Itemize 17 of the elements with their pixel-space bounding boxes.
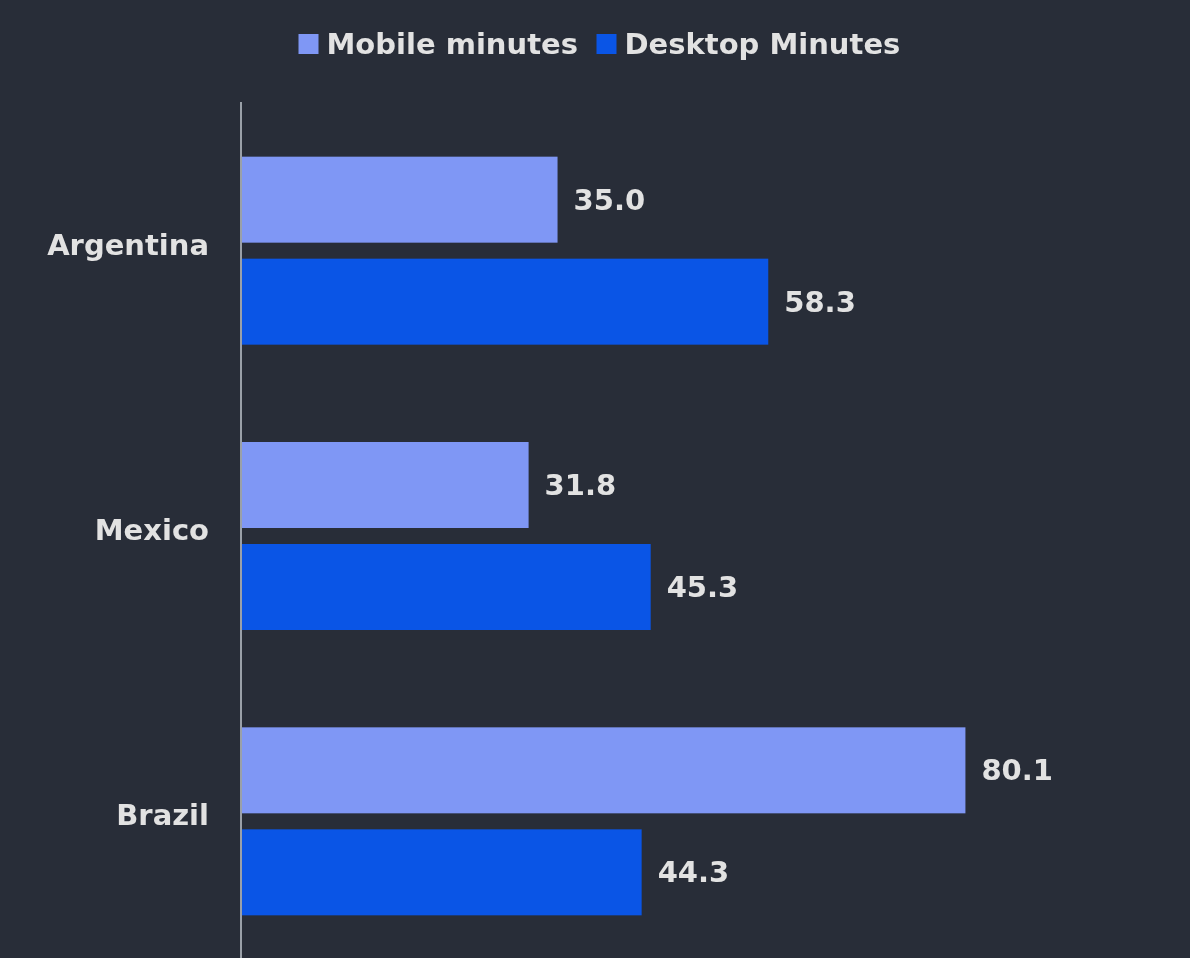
legend-label: Mobile minutes <box>326 27 578 62</box>
bar <box>241 544 651 630</box>
data-label: 80.1 <box>981 753 1053 788</box>
data-label: 44.3 <box>657 855 730 890</box>
bar <box>241 727 966 814</box>
data-label: 31.8 <box>544 468 617 503</box>
legend-label: Desktop Minutes <box>624 27 901 62</box>
y-tick-label: Brazil <box>116 798 209 833</box>
y-tick-label: Mexico <box>94 513 209 548</box>
bar <box>241 258 769 345</box>
bar <box>241 829 642 916</box>
data-label: 35.0 <box>573 182 646 217</box>
data-label: 45.3 <box>666 570 739 605</box>
bar <box>241 156 558 243</box>
data-label: 58.3 <box>784 284 856 319</box>
y-tick-label: Argentina <box>47 227 209 262</box>
bar <box>241 442 529 528</box>
